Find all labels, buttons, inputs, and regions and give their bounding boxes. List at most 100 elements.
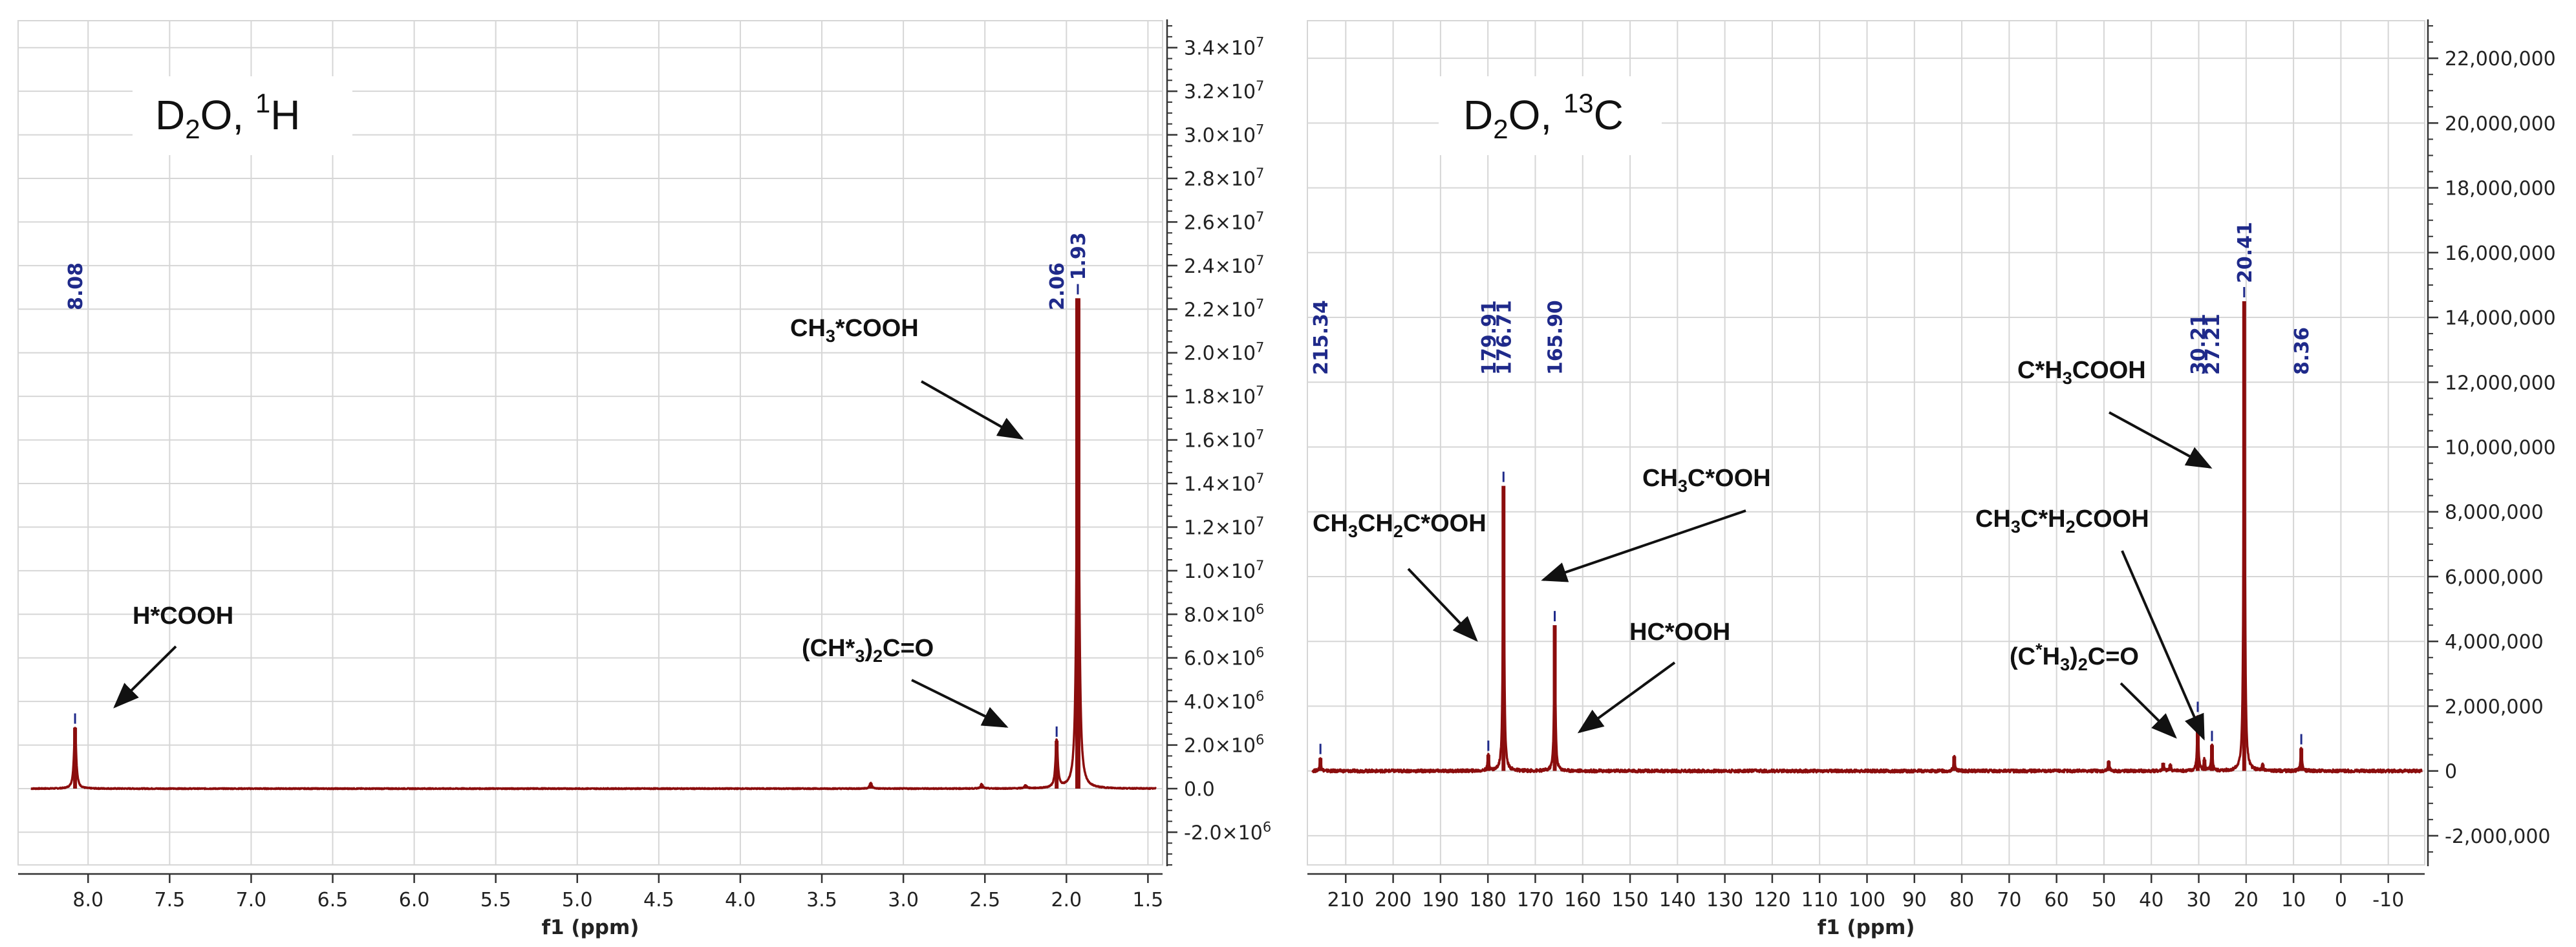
annotation-label: H*COOH: [133, 602, 233, 630]
y-tick-label: 4,000,000: [2445, 631, 2544, 654]
x-tick-label: 90: [1902, 889, 1927, 911]
peak-label: 20.41: [2234, 222, 2257, 283]
peak-label: 176.71: [1493, 300, 1516, 375]
x-tick-label: 50: [2092, 889, 2116, 911]
annotations: CH3*COOH H*COOH (CH*3)2C=O: [113, 315, 1024, 728]
x-tick-label: 190: [1422, 889, 1459, 911]
x-tick-label: 110: [1801, 889, 1838, 911]
y-tick-label: 3.4×107: [1184, 35, 1264, 60]
x-tick-label: 180: [1470, 889, 1507, 911]
annotation-label: C*H3COOH: [2017, 357, 2146, 388]
x-tick-label: 200: [1375, 889, 1411, 911]
y-tick-label: 2.2×107: [1184, 296, 1264, 321]
x-tick-label: 4.5: [643, 889, 674, 911]
x-tick-label: 120: [1754, 889, 1790, 911]
peak-label: 2.06: [1046, 262, 1069, 310]
chart-panel-13c: 210 200 190 180 170 160 150 140 130 120 110 100 90 80…: [1307, 19, 2556, 939]
x-tick-label: 150: [1611, 889, 1648, 911]
x-tick-label: 210: [1327, 889, 1364, 911]
y-axis: -2,000,000 0 2,000,000 4,000,000 6,000,000 8,…: [2427, 19, 2556, 866]
plot-frame: [17, 20, 1163, 866]
y-tick-label: 1.6×107: [1184, 427, 1264, 452]
y-tick-label: 12,000,000: [2445, 372, 2556, 394]
y-tick-label: 3.2×107: [1184, 78, 1264, 103]
annotation-label: (C*H3)2C=O: [2010, 640, 2139, 674]
x-tick-label: 7.0: [236, 889, 267, 911]
y-tick-label: 2.0×107: [1184, 340, 1264, 365]
x-tick-label: 2.0: [1051, 889, 1082, 911]
y-tick-label: 16,000,000: [2445, 242, 2556, 265]
grid: [17, 20, 1163, 866]
annotation-arrow: [2109, 411, 2213, 469]
x-tick-label: 170: [1517, 889, 1554, 911]
x-tick-label: 8.0: [72, 889, 103, 911]
x-tick-label: 0: [2335, 889, 2347, 911]
y-tick-label: 2.6×107: [1184, 209, 1264, 234]
x-tick-label: -10: [2372, 889, 2404, 911]
x-tick-label: 130: [1706, 889, 1743, 911]
y-tick-label: 1.4×107: [1184, 471, 1264, 496]
peak-label: 1.93: [1068, 232, 1090, 280]
x-tick-label: 20: [2234, 889, 2259, 911]
y-tick-label: 6,000,000: [2445, 566, 2544, 589]
annotation-arrow: [1541, 509, 1746, 582]
x-tick-label: 4.0: [725, 889, 756, 911]
x-axis-title: f1 (ppm): [1818, 916, 1915, 939]
annotation-label: (CH*3)2C=O: [802, 635, 934, 666]
y-tick-label: 14,000,000: [2445, 307, 2556, 330]
x-tick-label: 6.5: [317, 889, 349, 911]
peak-label: 8.36: [2291, 327, 2313, 375]
peak-label: 165.90: [1545, 300, 1567, 375]
title-box: [1439, 76, 1662, 155]
x-tick-label: 5.5: [480, 889, 511, 911]
y-tick-label: 10,000,000: [2445, 437, 2556, 460]
y-tick-label: 3.0×107: [1184, 122, 1264, 147]
y-tick-label: 6.0×106: [1184, 645, 1264, 670]
x-tick-label: 1.5: [1133, 889, 1164, 911]
x-tick-label: 3.0: [888, 889, 919, 911]
x-tick-label: 3.5: [806, 889, 837, 911]
plot-frame: [1307, 20, 2425, 866]
x-tick-label: 6.0: [399, 889, 430, 911]
peak-label: 30.21: [2187, 314, 2210, 375]
peak-label: 27.21: [2202, 314, 2224, 375]
y-tick-label: -2,000,000: [2445, 825, 2551, 848]
peak-label: 179.91: [1478, 300, 1501, 375]
y-tick-label: 1.0×107: [1184, 558, 1264, 583]
annotation-arrow: [921, 380, 1024, 440]
chart-title: D2O, 1H: [155, 88, 301, 144]
x-tick-label: 70: [1997, 889, 2021, 911]
annotation-arrow: [113, 645, 177, 708]
x-axis: 210 200 190 180 170 160 150 140 130 120 110 100 90 80…: [1307, 873, 2425, 939]
title-box: [133, 76, 352, 155]
peak-label: 8.08: [65, 262, 87, 310]
y-tick-label: 18,000,000: [2445, 178, 2556, 200]
y-tick-label: 2.4×107: [1184, 253, 1264, 278]
x-tick-label: 10: [2281, 889, 2306, 911]
y-tick-label: 0: [2445, 761, 2457, 783]
y-tick-label: 22,000,000: [2445, 48, 2556, 70]
spectrum-line: [1311, 316, 2423, 774]
annotation-label: CH3C*OOH: [1642, 465, 1771, 496]
y-tick-label: 2.8×107: [1184, 165, 1264, 191]
x-tick-label: 5.0: [562, 889, 593, 911]
y-tick-label: 4.0×106: [1184, 688, 1264, 714]
y-tick-label: 1.2×107: [1184, 514, 1264, 539]
spectrum-line: [30, 304, 1157, 791]
y-axis: -2.0×106 0.0 2.0×106 4.0×106 6.0×106 8.0×106 1…: [1166, 19, 1271, 866]
x-tick-label: 140: [1659, 889, 1696, 911]
x-tick-label: 100: [1849, 889, 1885, 911]
annotation-label: CH3CH2C*OOH: [1313, 510, 1487, 541]
x-tick-label: 30: [2186, 889, 2211, 911]
x-axis: 8.0 7.5 7.0 6.5 6.0 5.5 5.0 4.5 4.0 3.5 3.0 2.5 2.0 1…: [18, 873, 1164, 939]
y-tick-label: 0.0: [1184, 778, 1215, 801]
annotation-arrow: [1577, 661, 1676, 734]
annotation-arrow: [2120, 682, 2177, 739]
annotation-arrow: [911, 679, 1009, 728]
annotation-label: HC*OOH: [1629, 619, 1730, 646]
annotations: C*H3COOH CH3C*OOH CH3CH2C*OOH HC*OOH CH3C*H2…: [1313, 357, 2213, 741]
y-tick-label: 2,000,000: [2445, 696, 2544, 718]
y-tick-label: 1.8×107: [1184, 383, 1264, 409]
y-tick-label: 8.0×106: [1184, 601, 1264, 626]
